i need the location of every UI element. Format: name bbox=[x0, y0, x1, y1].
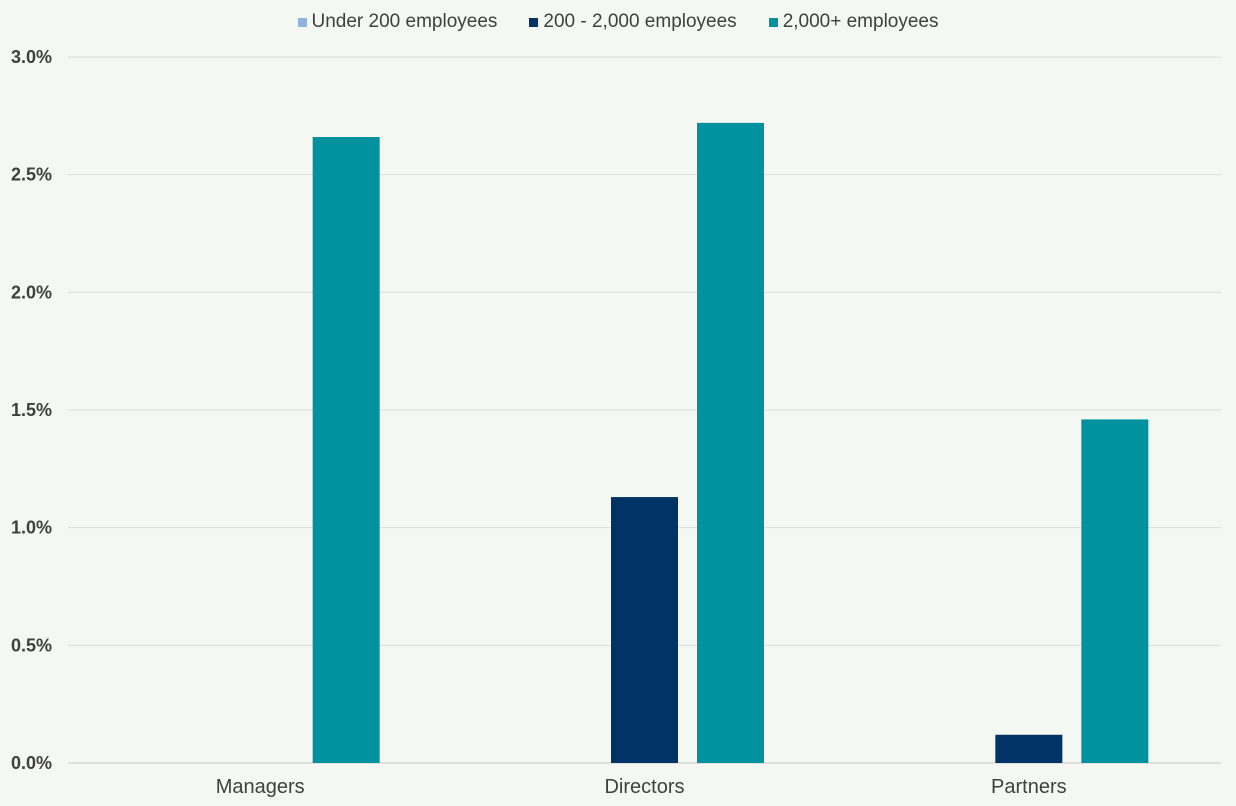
legend-label-2000-plus: 2,000+ employees bbox=[782, 11, 939, 32]
x-tick-label-managers: Managers bbox=[216, 776, 305, 798]
legend-label-200-2000: 200 - 2,000 employees bbox=[543, 11, 737, 32]
bar-directors-series-1 bbox=[611, 497, 678, 763]
legend-item-200-2000: 200 - 2,000 employees bbox=[529, 11, 737, 33]
bar-directors-series-2 bbox=[697, 122, 764, 764]
y-tick-label: 3.0% bbox=[11, 47, 52, 67]
legend-swatch-under-200 bbox=[297, 17, 307, 27]
y-tick-label: 0.0% bbox=[11, 753, 52, 773]
x-tick-label-partners: Partners bbox=[991, 776, 1067, 798]
legend-swatch-200-2000 bbox=[529, 17, 539, 27]
bar-managers-series-2 bbox=[312, 137, 380, 764]
bar-partners-series-2 bbox=[1081, 419, 1149, 763]
y-tick-label: 2.0% bbox=[11, 282, 52, 302]
legend-swatch-2000-plus bbox=[768, 17, 778, 27]
bar-partners-series-1 bbox=[995, 734, 1063, 763]
y-tick-label: 1.5% bbox=[11, 400, 52, 420]
y-tick-label: 1.0% bbox=[11, 518, 52, 538]
legend-item-under-200: Under 200 employees bbox=[297, 11, 498, 33]
x-tick-label-directors: Directors bbox=[604, 776, 684, 798]
legend-item-2000-plus: 2,000+ employees bbox=[768, 11, 939, 33]
y-tick-label: 2.5% bbox=[11, 165, 52, 185]
y-tick-label: 0.5% bbox=[11, 635, 52, 655]
legend: Under 200 employees 200 - 2,000 employee… bbox=[0, 11, 1236, 33]
legend-label-under-200: Under 200 employees bbox=[311, 11, 498, 32]
